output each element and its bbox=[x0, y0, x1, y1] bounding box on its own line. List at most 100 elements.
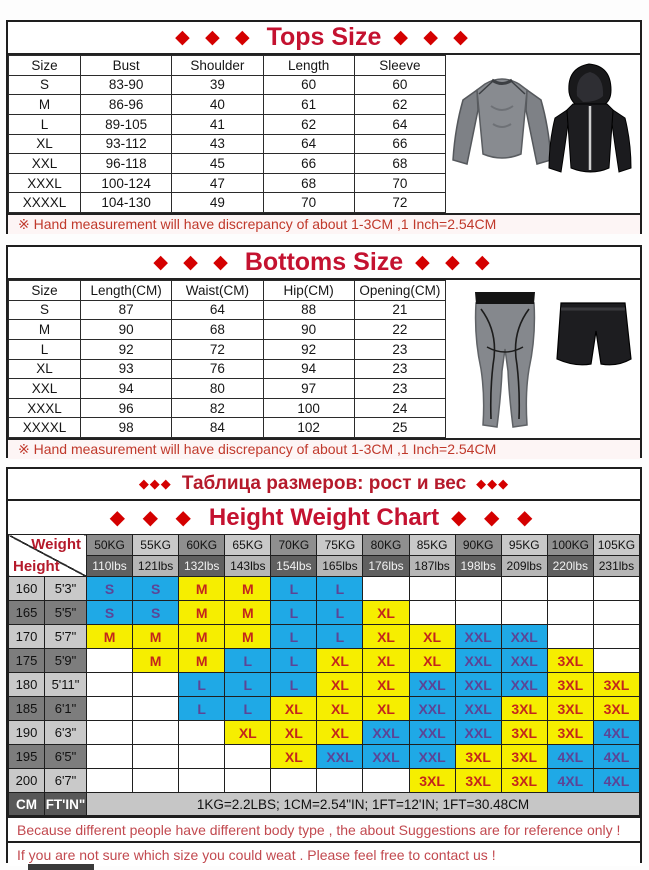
recommended-size-cell: 3XL bbox=[500, 720, 548, 745]
weight-lbs-row: 110lbs 121lbs 132lbs 143lbs 154lbs 165lbs 176l… bbox=[9, 555, 641, 577]
height-cm-cell: 190 bbox=[8, 720, 45, 745]
empty-size-cell bbox=[408, 576, 456, 601]
recommended-size-cell: XXL bbox=[316, 744, 364, 769]
height-ftin-cell: 6'3" bbox=[44, 720, 87, 745]
measurement-value: 102 bbox=[262, 417, 355, 438]
empty-size-cell bbox=[500, 600, 548, 625]
weight-lbs-header: 154lbs bbox=[270, 555, 318, 577]
size-label: M bbox=[8, 319, 81, 340]
column-header: Bust bbox=[79, 55, 173, 76]
recommended-size-cell: 4XL bbox=[546, 768, 594, 793]
size-label: XXXL bbox=[8, 397, 81, 419]
recommended-size-cell: XL bbox=[408, 624, 456, 649]
measurement-value: 96 bbox=[79, 397, 173, 419]
measurement-value: 60 bbox=[353, 74, 447, 96]
recommended-size-cell: 3XL bbox=[546, 672, 594, 697]
column-header: Length(CM) bbox=[79, 280, 173, 301]
recommended-size-cell: M bbox=[224, 576, 272, 601]
chart-row: 190 6'3" XL XL XL XXL XXL XXL 3XL 3XL 4XL bbox=[8, 720, 641, 745]
size-label: S bbox=[8, 299, 81, 321]
recommended-size-cell: L bbox=[270, 648, 318, 673]
size-row: XXL 96-118 45 66 68 bbox=[8, 153, 447, 174]
recommended-size-cell: XL bbox=[224, 720, 272, 745]
measurement-value: 88 bbox=[262, 299, 355, 321]
leggings-graphic bbox=[474, 292, 536, 428]
recommended-size-cell: XXL bbox=[362, 720, 410, 745]
recommended-size-cell: S bbox=[132, 576, 180, 601]
size-row: S 87 64 88 21 bbox=[8, 299, 447, 321]
empty-size-cell bbox=[592, 600, 641, 625]
weight-lbs-header: 220lbs bbox=[546, 555, 594, 577]
height-ftin-cell: 5'5" bbox=[44, 600, 87, 625]
column-header: Length bbox=[262, 55, 355, 76]
weight-kg-header: 90KG bbox=[454, 534, 502, 556]
recommended-size-cell: M bbox=[178, 600, 226, 625]
russian-title-bar: ◆◆◆ Таблица размеров: рост и вес ◆◆◆ bbox=[8, 469, 640, 501]
height-weight-section: ◆◆◆ Таблица размеров: рост и вес ◆◆◆ ◆ ◆… bbox=[6, 467, 642, 866]
empty-size-cell bbox=[546, 576, 594, 601]
size-label: L bbox=[8, 338, 81, 360]
measurement-value: 45 bbox=[171, 153, 264, 174]
size-row: S 83-90 39 60 60 bbox=[8, 74, 447, 96]
weight-kg-header: 100KG bbox=[546, 534, 594, 556]
weight-kg-header: 60KG bbox=[178, 534, 226, 556]
recommended-size-cell: XL bbox=[316, 696, 364, 721]
recommended-size-cell: M bbox=[224, 624, 272, 649]
bottoms-title-bar: ◆ ◆ ◆ Bottoms Size ◆ ◆ ◆ bbox=[8, 247, 640, 280]
size-row: XXXXL 104-130 49 70 72 bbox=[8, 192, 447, 213]
column-header: Sleeve bbox=[353, 55, 447, 76]
empty-size-cell bbox=[132, 720, 180, 745]
cm-unit-label: CM bbox=[8, 792, 45, 816]
ftin-unit-label: FT'IN" bbox=[44, 792, 87, 816]
recommended-size-cell: M bbox=[224, 600, 272, 625]
recommended-size-cell: XXL bbox=[454, 624, 502, 649]
measurement-value: 62 bbox=[353, 94, 447, 115]
measurement-value: 60 bbox=[262, 74, 355, 96]
size-label: S bbox=[8, 74, 81, 96]
recommended-size-cell: L bbox=[270, 600, 318, 625]
recommended-size-cell: XXL bbox=[362, 744, 410, 769]
empty-size-cell bbox=[85, 696, 134, 721]
height-axis-label: Height bbox=[13, 558, 60, 575]
units-row: CM FT'IN" 1KG=2.2LBS; 1CM=2.54"IN; 1FT=12'… bbox=[8, 792, 640, 816]
size-row: XXXL 96 82 100 24 bbox=[8, 397, 447, 419]
measurement-value: 100-124 bbox=[79, 172, 173, 194]
measurement-value: 83-90 bbox=[79, 74, 173, 96]
recommended-size-cell: XXL bbox=[408, 672, 456, 697]
measurement-value: 23 bbox=[353, 358, 447, 380]
conversion-formula: 1KG=2.2LBS; 1CM=2.54"IN; 1FT=12'IN; 1FT=… bbox=[86, 792, 640, 816]
recommended-size-cell: 3XL bbox=[500, 696, 548, 721]
weight-kg-header: 55KG bbox=[132, 534, 180, 556]
weight-kg-header: 80KG bbox=[362, 534, 410, 556]
measurement-value: 86-96 bbox=[79, 94, 173, 115]
empty-size-cell bbox=[546, 624, 594, 649]
size-label: XXXL bbox=[8, 172, 81, 194]
recommended-size-cell: 3XL bbox=[546, 696, 594, 721]
column-header: Size bbox=[8, 55, 81, 76]
recommended-size-cell: 3XL bbox=[454, 768, 502, 793]
size-label: XL bbox=[8, 358, 81, 380]
measurement-value: 64 bbox=[171, 299, 264, 321]
recommended-size-cell: M bbox=[85, 624, 134, 649]
recommended-size-cell: L bbox=[224, 648, 272, 673]
measurement-value: 72 bbox=[353, 192, 447, 213]
tops-product-image bbox=[446, 55, 640, 213]
chart-row: 200 6'7" 3XL 3XL 3XL 4XL 4XL bbox=[8, 768, 641, 793]
recommended-size-cell: XXL bbox=[454, 672, 502, 697]
diamond-icons: ◆ ◆ ◆ bbox=[109, 507, 197, 529]
weight-kg-header: 50KG bbox=[85, 534, 134, 556]
tops-body: Size Bust Shoulder Length Sleeve S 83-90 39 60 60… bbox=[8, 55, 640, 213]
recommended-size-cell: 3XL bbox=[454, 744, 502, 769]
height-ftin-cell: 5'3" bbox=[44, 576, 87, 601]
weight-lbs-header: 198lbs bbox=[454, 555, 502, 577]
empty-size-cell bbox=[85, 648, 134, 673]
size-label: L bbox=[8, 113, 81, 135]
bottoms-section: ◆ ◆ ◆ Bottoms Size ◆ ◆ ◆ Size Length(CM) W… bbox=[6, 245, 642, 459]
size-row: XL 93 76 94 23 bbox=[8, 358, 447, 380]
recommended-size-cell: XXL bbox=[408, 744, 456, 769]
height-ftin-cell: 5'11" bbox=[44, 672, 87, 697]
measurement-value: 82 bbox=[171, 397, 264, 419]
measurement-value: 92 bbox=[262, 338, 355, 360]
measurement-value: 66 bbox=[262, 153, 355, 174]
